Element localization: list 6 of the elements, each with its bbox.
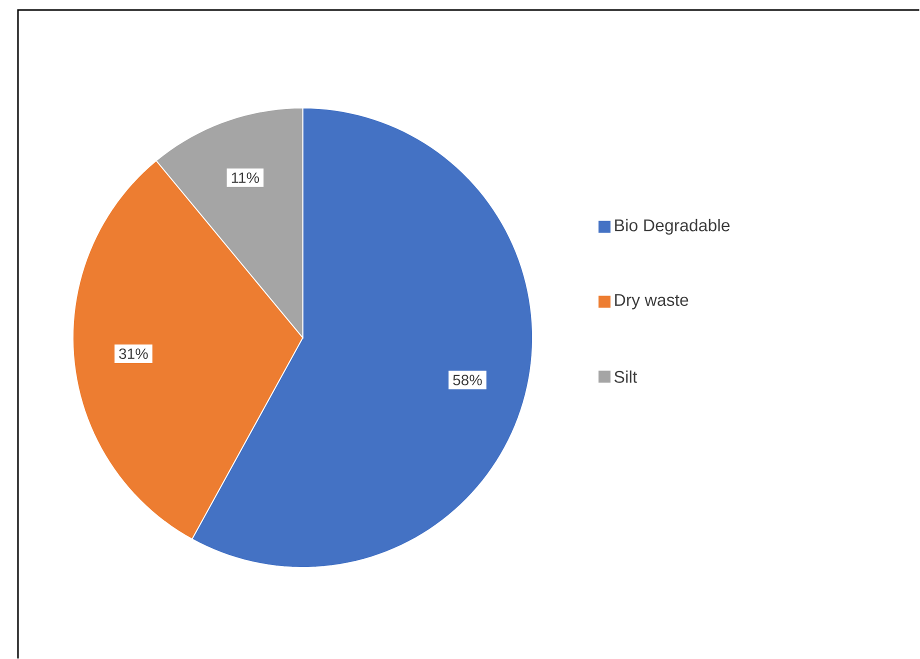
data-label: 11%: [232, 172, 260, 183]
data-label: 58%: [453, 374, 482, 386]
legend-label: Silt: [614, 370, 638, 383]
legend-label: Dry waste: [615, 294, 688, 310]
data-label: 31%: [119, 348, 148, 359]
legend-label: Bio Degradable: [615, 218, 730, 235]
